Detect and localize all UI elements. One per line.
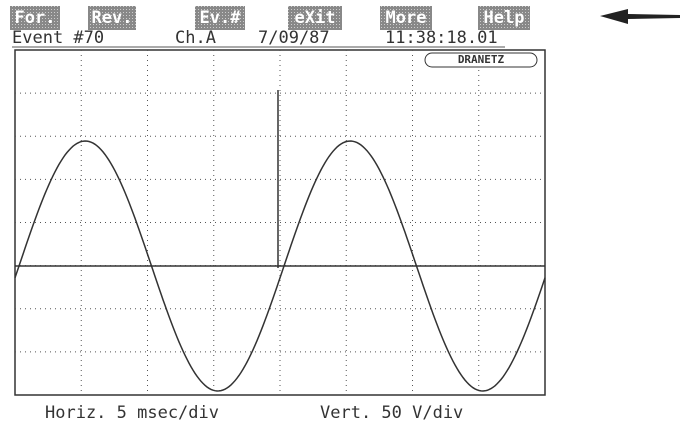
menu-button[interactable]: eXit [288,6,342,30]
button-label: eXit [295,8,336,28]
channel-label: Ch.A [175,28,216,48]
time-label: 11:38:18.01 [385,28,498,48]
vertical-scale: Vert. 50 V/div [320,403,463,423]
waveform [14,140,546,392]
menu-button[interactable]: Help [478,6,530,30]
logo: DRANETZ [458,53,505,66]
button-label: Help [484,8,525,28]
button-label: For. [15,8,56,28]
button-label: Ev.# [200,8,242,28]
button-bg [478,6,530,30]
button-bg [88,6,136,30]
date-label: 7/09/87 [258,28,330,48]
event-label: Event #70 [12,28,104,48]
grid [15,50,545,395]
button-bg [195,6,245,30]
menu-button[interactable]: Rev. [88,6,136,30]
arrow [600,9,680,24]
menu-bar: For. Rev. Ev.# eXit More Help [10,6,530,30]
menu-button[interactable]: Ev.# [195,6,245,30]
button-label: Rev. [92,8,133,28]
menu-button[interactable]: More [380,6,432,30]
button-bg [288,6,342,30]
button-bg [10,6,60,30]
button-label: More [386,8,427,28]
horizontal-scale: Horiz. 5 msec/div [45,403,219,423]
menu-button[interactable]: For. [10,6,60,30]
logo-box [424,52,538,68]
button-bg [380,6,432,30]
